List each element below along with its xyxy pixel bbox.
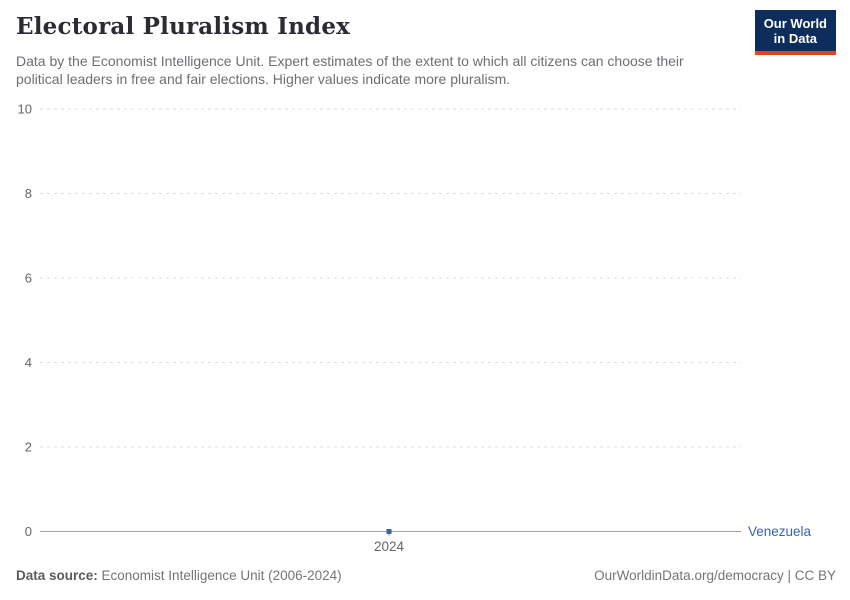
data-source-label: Data source:	[16, 568, 98, 583]
data-source-note: Data source: Economist Intelligence Unit…	[16, 568, 342, 583]
y-axis-tick-label: 4	[25, 355, 32, 370]
y-axis-tick-label: 8	[25, 186, 32, 201]
data-point-venezuela	[386, 529, 392, 534]
chart-footer: Data source: Economist Intelligence Unit…	[16, 568, 836, 583]
chart-subtitle-line2: political leaders in free and fair elect…	[16, 71, 511, 87]
owid-logo-line1: Our World	[763, 16, 827, 31]
y-axis-tick-label: 2	[25, 440, 32, 455]
footer-citation-link[interactable]: OurWorldinData.org/democracy | CC BY	[594, 568, 836, 583]
x-axis-tick-label: 2024	[374, 539, 405, 554]
y-axis-tick-label: 10	[18, 102, 32, 117]
data-source-text: Economist Intelligence Unit (2006-2024)	[97, 568, 342, 583]
chart-subtitle: Data by the Economist Intelligence Unit.…	[16, 52, 684, 88]
page-title: Electoral Pluralism Index	[16, 13, 351, 40]
y-axis-tick-label: 0	[25, 524, 32, 539]
series-label-venezuela[interactable]: Venezuela	[748, 524, 812, 539]
chart-subtitle-line1: Data by the Economist Intelligence Unit.…	[16, 53, 684, 69]
owid-logo[interactable]: Our World in Data	[754, 10, 836, 55]
y-axis-tick-label: 6	[25, 271, 32, 286]
owid-logo-line2: in Data	[773, 31, 818, 46]
